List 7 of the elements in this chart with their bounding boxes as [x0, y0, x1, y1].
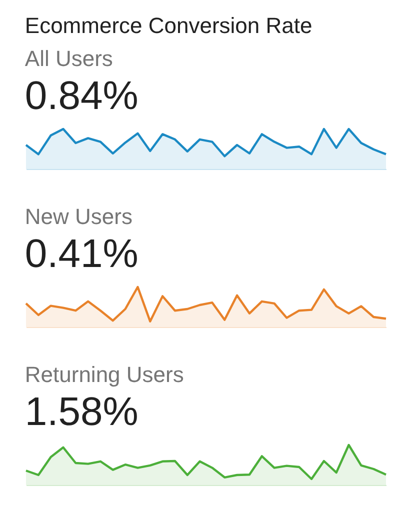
text: 0.41% — [24, 232, 138, 276]
chart-subtitle: All Users — [24, 46, 113, 71]
text: 1.58% — [24, 390, 138, 434]
chart-title: Ecommerce Conversion Rate — [24, 12, 312, 38]
chart-subtitle: Returning Users — [24, 362, 184, 387]
text: 0.84% — [24, 74, 138, 118]
chart-subtitle: New Users — [24, 204, 132, 229]
